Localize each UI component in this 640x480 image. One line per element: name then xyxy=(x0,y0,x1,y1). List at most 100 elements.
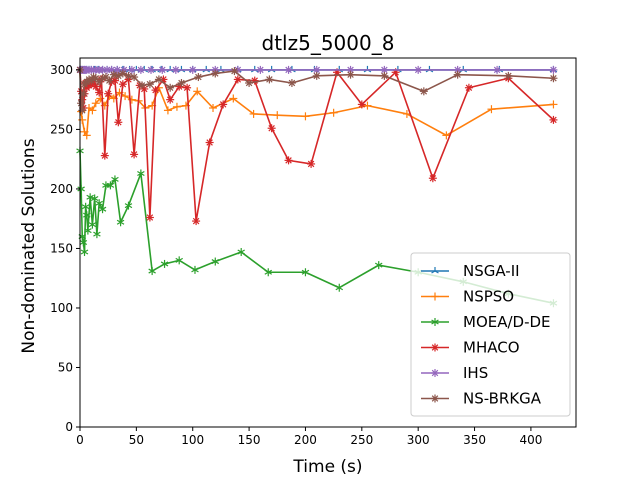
data-point-3-14 xyxy=(104,89,113,98)
legend-label-4: IHS xyxy=(463,364,488,382)
legend-label-5: NS-BRKGA xyxy=(463,390,542,408)
legend-entry-5: NS-BRKGA xyxy=(421,390,542,408)
data-point-2-8 xyxy=(86,193,94,202)
legend-label-2: MOEA/D-DE xyxy=(463,313,551,331)
legend-marker-5 xyxy=(431,394,439,403)
data-point-2-12 xyxy=(95,199,103,208)
data-point-3-24 xyxy=(151,86,160,95)
legend-label-1: NSPSO xyxy=(463,288,514,306)
legend-box xyxy=(410,252,571,417)
data-point-4-32 xyxy=(493,65,502,74)
y-tick-label-6: 300 xyxy=(50,63,73,77)
data-point-5-2 xyxy=(78,106,87,115)
data-point-5-14 xyxy=(109,70,118,79)
data-point-1-23 xyxy=(209,103,218,112)
data-point-2-9 xyxy=(88,220,97,229)
data-point-4-22 xyxy=(188,65,197,74)
data-point-5-36 xyxy=(549,74,558,83)
data-point-4-19 xyxy=(147,65,156,74)
data-point-5-22 xyxy=(166,83,175,92)
legend-entry-1: NSPSO xyxy=(421,288,514,306)
data-point-5-31 xyxy=(346,70,355,79)
data-point-1-26 xyxy=(273,111,282,120)
data-point-4-26 xyxy=(284,65,293,74)
data-point-2-21 xyxy=(160,259,169,268)
data-point-3-32 xyxy=(233,75,242,84)
data-point-1-6 xyxy=(88,106,97,115)
data-point-2-16 xyxy=(111,175,119,184)
series-1 xyxy=(76,65,558,140)
data-point-3-43 xyxy=(549,115,558,124)
data-point-5-29 xyxy=(287,78,296,87)
data-point-4-18 xyxy=(136,65,145,74)
data-point-2-1 xyxy=(77,184,85,193)
y-tick-label-2: 100 xyxy=(50,301,73,315)
data-point-4-15 xyxy=(113,65,122,74)
data-point-3-11 xyxy=(95,88,104,97)
data-point-2-28 xyxy=(335,283,344,292)
data-point-1-33 xyxy=(549,100,558,109)
x-tick-label-7: 350 xyxy=(463,433,486,447)
data-point-5-33 xyxy=(419,87,428,96)
data-point-2-23 xyxy=(191,265,199,274)
data-point-2-18 xyxy=(124,201,133,210)
data-point-2-25 xyxy=(237,248,245,257)
data-point-2-11 xyxy=(93,230,101,239)
legend-label-0: NSGA-II xyxy=(463,262,520,280)
x-tick-label-3: 150 xyxy=(238,433,261,447)
y-tick-label-0: 0 xyxy=(65,420,73,434)
data-point-5-19 xyxy=(138,81,146,90)
data-point-5-24 xyxy=(194,73,203,82)
data-point-5-10 xyxy=(95,77,104,86)
data-point-5-13 xyxy=(105,76,114,85)
data-point-3-30 xyxy=(205,138,214,147)
data-point-3-41 xyxy=(464,83,473,92)
data-point-4-17 xyxy=(127,65,136,74)
data-point-3-29 xyxy=(192,217,201,226)
data-point-4-28 xyxy=(346,65,355,74)
legend: NSGA-II NSPSO MOEA/D-DE MHACO IHS NS-BRKGA xyxy=(410,252,571,417)
legend-entry-4: IHS xyxy=(421,364,488,382)
data-point-5-20 xyxy=(145,80,154,89)
data-point-5-3 xyxy=(79,89,88,98)
data-point-2-17 xyxy=(116,218,125,227)
data-point-3-34 xyxy=(267,124,276,133)
series-line-1 xyxy=(79,69,554,137)
data-point-3-20 xyxy=(130,150,139,159)
series-5 xyxy=(76,65,558,115)
data-point-1-27 xyxy=(301,112,310,121)
data-point-2-22 xyxy=(175,256,183,265)
x-axis-label: Time (s) xyxy=(292,457,362,477)
data-point-2-19 xyxy=(137,169,145,178)
data-point-2-6 xyxy=(82,211,91,220)
legend-marker-0 xyxy=(431,267,439,274)
data-point-1-7 xyxy=(91,99,100,108)
data-point-5-28 xyxy=(265,75,274,84)
data-point-3-13 xyxy=(100,151,109,160)
data-point-3-40 xyxy=(428,174,437,183)
legend-entry-3: MHACO xyxy=(421,339,520,357)
data-point-5-23 xyxy=(177,78,186,87)
x-tick-label-8: 400 xyxy=(519,433,542,447)
data-point-2-20 xyxy=(148,267,156,276)
data-point-5-26 xyxy=(230,67,239,76)
data-point-2-3 xyxy=(79,238,88,247)
data-point-5-25 xyxy=(211,69,220,78)
data-point-1-32 xyxy=(487,105,496,114)
data-point-2-5 xyxy=(81,202,90,211)
data-point-2-29 xyxy=(374,261,383,270)
legend-marker-4 xyxy=(431,369,439,377)
y-tick-label-5: 250 xyxy=(50,122,73,136)
chart-title: dtlz5_5000_8 xyxy=(262,31,395,55)
data-point-3-26 xyxy=(166,95,175,104)
x-tick-label-2: 100 xyxy=(181,433,204,447)
data-point-1-14 xyxy=(127,95,136,104)
data-point-2-13 xyxy=(98,205,107,214)
axes-layer: 0 50 100 150 200 250 300 350 400 0 50 100 150 200 250 3… xyxy=(50,57,577,447)
plot-frame xyxy=(79,57,577,428)
data-point-1-29 xyxy=(363,101,372,110)
data-point-2-10 xyxy=(90,194,99,203)
legend-entry-2: MOEA/D-DE xyxy=(421,313,551,331)
data-point-5-1 xyxy=(77,99,86,108)
